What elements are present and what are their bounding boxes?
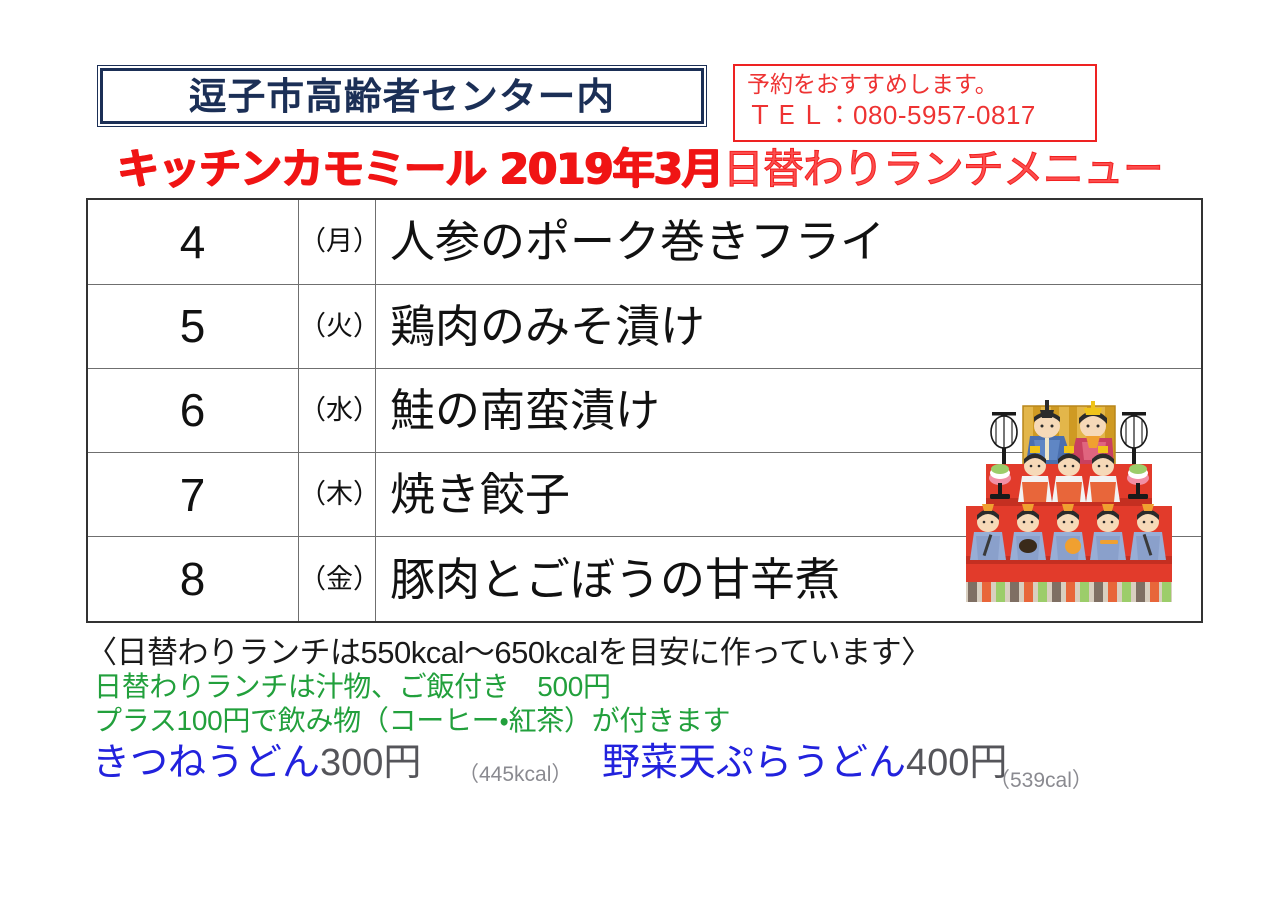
shop-name-and-month: キッチンカモミール 2019年3月: [117, 144, 724, 193]
cell-weekday: （金）: [298, 536, 380, 623]
header-zone: 逗子市高齢者センター内 予約をおすすめします。 ＴＥＬ：080-5957-081…: [0, 0, 1280, 145]
day-number: 8: [179, 553, 207, 606]
cell-weekday: （月）: [298, 198, 380, 285]
menu-item-name: 豚肉とごぼうの甘辛煮: [390, 553, 841, 605]
cell-day: 6: [86, 367, 299, 454]
weekday-label: （月）: [299, 226, 380, 257]
daily-menu-table: 4 （月） 人参のポーク巻きフライ 5 （火） 鶏肉のみそ漬け: [86, 198, 1203, 623]
menu-item-name: 人参のポーク巻きフライ: [390, 216, 886, 268]
cell-weekday: （水）: [298, 367, 380, 454]
weekday-label: （火）: [299, 310, 380, 341]
reservation-note: 予約をおすすめします。: [747, 71, 998, 97]
menu-item-name: 鮭の南蛮漬け: [390, 384, 661, 436]
cell-menu-item: 豚肉とごぼうの甘辛煮: [375, 536, 1203, 623]
table-row: 8 （金） 豚肉とごぼうの甘辛煮: [86, 536, 1203, 623]
calorie-range-note: 〈日替わりランチは550kcal〜650kcalを目安に作っています〉: [86, 635, 932, 670]
menu-item-name: 焼き餃子: [390, 469, 571, 521]
table-row: 4 （月） 人参のポーク巻きフライ: [86, 198, 1203, 285]
telephone-number: ＴＥＬ：080-5957-0817: [747, 99, 1036, 130]
cell-menu-item: 鮭の南蛮漬け: [375, 367, 1203, 454]
udon-item-kitsune: きつねうどん300円: [92, 744, 421, 782]
page-title: 逗子市高齢者センター内: [188, 75, 616, 117]
day-number: 7: [179, 468, 207, 521]
reservation-tel-box: 予約をおすすめします。 ＴＥＬ：080-5957-0817: [733, 64, 1097, 142]
udon-item-yasai-tempura: 野菜天ぷらうどん400円: [602, 744, 1007, 782]
footer-notes: 〈日替わりランチは550kcal〜650kcalを目安に作っています〉 日替わり…: [86, 635, 1236, 738]
menu-table-container: 4 （月） 人参のポーク巻きフライ 5 （火） 鶏肉のみそ漬け: [86, 198, 1203, 623]
lunch-set-price-note: 日替わりランチは汁物、ご飯付き 500円: [94, 671, 611, 703]
drink-option-note: プラス100円で飲み物（コーヒー・紅茶）が付きます: [94, 705, 731, 737]
cell-day: 4: [86, 198, 299, 285]
udon-price-list: きつねうどん300円 （445kcal） 野菜天ぷらうどん400円 （539ca…: [86, 742, 1246, 802]
menu-headline: キッチンカモミール 2019年3月日替わりランチメニュー: [0, 146, 1280, 192]
udon-price: 300円: [320, 742, 422, 784]
cell-day: 7: [86, 452, 299, 538]
udon-name: 野菜天ぷらうどん: [602, 742, 907, 784]
weekday-label: （金）: [299, 563, 380, 594]
cell-day: 5: [86, 283, 299, 369]
cell-menu-item: 人参のポーク巻きフライ: [375, 198, 1203, 285]
venue-title-box: 逗子市高齢者センター内: [97, 65, 707, 127]
table-row: 6 （水） 鮭の南蛮漬け: [86, 367, 1203, 454]
cell-menu-item: 焼き餃子: [375, 452, 1203, 538]
cell-day: 8: [86, 536, 299, 623]
table-row: 5 （火） 鶏肉のみそ漬け: [86, 283, 1203, 369]
weekday-label: （木）: [299, 479, 380, 510]
table-row: 7 （木） 焼き餃子: [86, 452, 1203, 538]
daily-lunch-menu-label: 日替わりランチメニュー: [722, 146, 1164, 192]
cell-weekday: （火）: [298, 283, 380, 369]
udon-calories: （539cal）: [989, 769, 1093, 792]
udon-price: 400円: [906, 742, 1008, 784]
cell-menu-item: 鶏肉のみそ漬け: [375, 283, 1203, 369]
day-number: 5: [179, 300, 207, 353]
menu-item-name: 鶏肉のみそ漬け: [390, 300, 706, 352]
udon-calories: （445kcal）: [458, 763, 573, 786]
udon-name: きつねうどん: [92, 742, 321, 784]
weekday-label: （水）: [299, 394, 380, 425]
day-number: 6: [179, 384, 207, 437]
day-number: 4: [179, 215, 207, 268]
cell-weekday: （木）: [298, 452, 380, 538]
